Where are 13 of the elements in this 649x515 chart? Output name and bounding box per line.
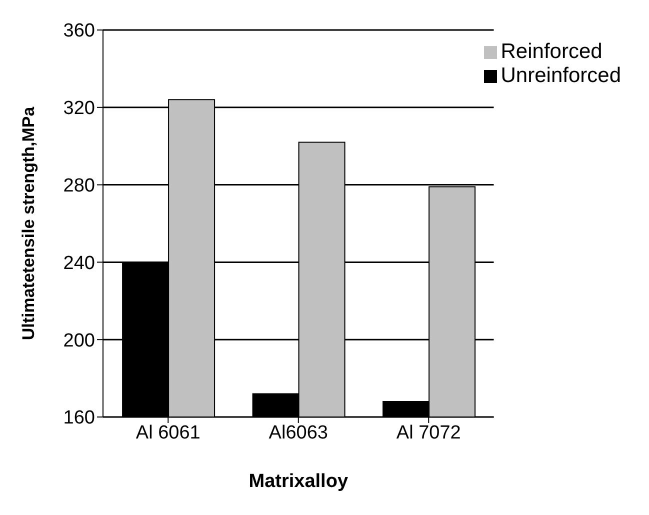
y-tick-label: 160 [63, 408, 95, 429]
x-tick-label: Al 6061 [136, 422, 200, 444]
y-tick-label: 200 [63, 330, 95, 352]
y-axis-title: Ultimatetensile strength,MPa [19, 106, 38, 340]
x-tick-label: Al 7072 [396, 422, 461, 444]
y-tick-label: 240 [63, 252, 95, 274]
y-tick-label: 320 [63, 98, 95, 120]
legend-label: Unreinforced [500, 64, 621, 87]
x-axis-title: Matrixalloy [248, 471, 348, 492]
legend-label: Reinforced [500, 40, 602, 63]
x-tick-label: Al6063 [268, 422, 328, 444]
y-tick-label: 280 [63, 176, 95, 197]
y-tick-label: 360 [63, 20, 95, 42]
